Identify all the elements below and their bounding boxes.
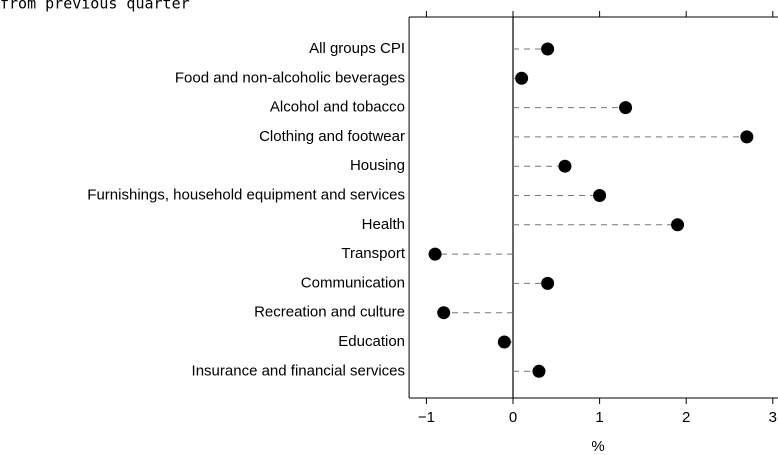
- dot: [437, 306, 451, 320]
- dot: [497, 335, 511, 349]
- dot: [541, 42, 555, 56]
- category-label: Education: [338, 333, 405, 350]
- category-label: Clothing and footwear: [259, 128, 405, 145]
- category-label: Communication: [301, 274, 405, 291]
- dot: [671, 218, 685, 232]
- chart-title: from previous quarter: [0, 0, 190, 13]
- category-label: Insurance and financial services: [192, 362, 405, 379]
- dot: [619, 101, 633, 115]
- dot: [428, 247, 442, 261]
- category-label: Alcohol and tobacco: [270, 99, 405, 116]
- x-tick-label: 1: [595, 409, 603, 426]
- category-label: Health: [362, 216, 405, 233]
- category-label: Recreation and culture: [254, 304, 405, 321]
- category-label: Transport: [341, 245, 405, 262]
- category-label: All groups CPI: [309, 40, 405, 57]
- dot: [740, 130, 754, 144]
- x-tick-label: 0: [509, 409, 517, 426]
- dot: [593, 189, 607, 202]
- x-tick-label: −1: [418, 409, 435, 426]
- category-label: Food and non-alcoholic beverages: [175, 69, 405, 86]
- dot: [532, 364, 546, 378]
- x-tick-label: 2: [682, 409, 690, 426]
- dot: [558, 159, 572, 173]
- category-label: Housing: [350, 157, 405, 174]
- dot: [541, 276, 555, 290]
- dot: [515, 71, 529, 85]
- x-tick-label: 3: [769, 409, 777, 426]
- category-label: Furnishings, household equipment and ser…: [87, 186, 405, 203]
- x-axis-label: %: [591, 438, 604, 455]
